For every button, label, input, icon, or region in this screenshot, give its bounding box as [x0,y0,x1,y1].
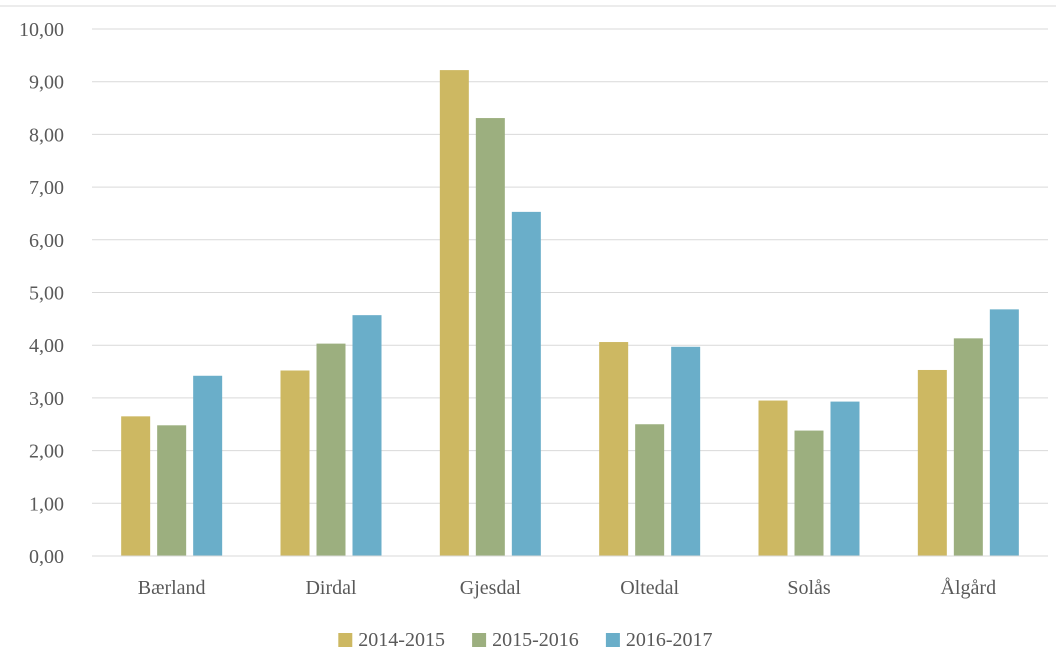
bar-2014-2015-Bærland [121,416,151,556]
bar-2015-2016-Ålgård [953,338,983,556]
y-tick-label: 9,00 [29,72,64,94]
bar-2015-2016-Solås [794,430,824,556]
legend-swatch [605,633,620,647]
bar-2014-2015-Dirdal [280,370,310,556]
bar-2016-2017-Solås [830,401,860,556]
y-tick-label: 7,00 [29,177,64,199]
y-tick-label: 6,00 [29,230,64,252]
bar-2016-2017-Oltedal [671,346,701,556]
legend: 2014-2015 2015-2016 2016-2017 [338,629,713,651]
legend-label: 2014-2015 [358,629,445,651]
y-tick-label: 4,00 [29,335,64,357]
y-tick-label: 3,00 [29,388,64,410]
y-tick-label: 0,00 [29,546,64,568]
y-tick-label: 10,00 [19,19,64,41]
bar-2016-2017-Gjesdal [511,211,541,556]
x-category-label: Bærland [138,577,206,599]
bar-2015-2016-Dirdal [316,343,346,556]
bar-2014-2015-Ålgård [917,369,947,556]
y-tick-label: 8,00 [29,124,64,146]
bar-2016-2017-Bærland [193,375,223,556]
bar-2014-2015-Gjesdal [439,70,469,556]
bar-2016-2017-Dirdal [352,315,382,556]
y-tick-label: 2,00 [29,441,64,463]
legend-label: 2015-2016 [492,629,579,651]
x-category-label: Oltedal [620,577,679,599]
legend-swatch [472,633,487,647]
bar-2015-2016-Bærland [157,425,187,556]
bar-2014-2015-Oltedal [599,342,629,556]
x-category-label: Ålgård [941,577,997,599]
gridlines [92,28,1048,504]
bar-2015-2016-Oltedal [635,424,665,556]
y-tick-label: 1,00 [29,493,64,515]
y-tick-label: 5,00 [29,283,64,305]
y-axis-tick-labels: 0,00 1,00 2,00 3,00 4,00 5,00 6,00 7,00 8,00 9,00… [19,19,64,568]
x-category-label: Solås [787,577,831,599]
bar-2016-2017-Ålgård [989,309,1019,556]
bar-2015-2016-Gjesdal [475,118,505,557]
x-axis: Bærland Dirdal Gjesdal Oltedal Solås Ålgård [92,555,1048,599]
legend-label: 2016-2017 [626,629,713,651]
legend-swatch [338,633,353,647]
bars [121,70,1019,557]
x-category-label: Dirdal [305,577,357,599]
x-category-label: Gjesdal [460,577,522,599]
bar-2014-2015-Solås [758,400,788,556]
